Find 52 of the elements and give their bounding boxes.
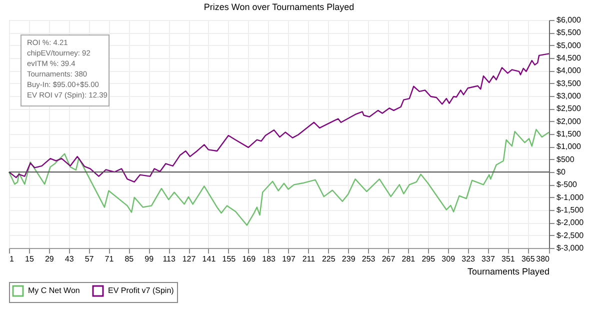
x-tick-label: 127	[182, 254, 196, 264]
y-tick-label: $3,500	[556, 78, 582, 88]
x-tick-label: 211	[302, 254, 316, 264]
x-tick-label: 57	[84, 254, 94, 264]
y-tick-label: $4,500	[556, 54, 582, 62]
x-tick-label: 141	[202, 254, 216, 264]
x-tick-label: 71	[104, 254, 114, 264]
x-tick-label: 113	[162, 254, 176, 264]
x-tick-label: 323	[462, 254, 476, 264]
x-tick-label: 43	[64, 254, 74, 264]
y-tick-label: $4,000	[556, 66, 582, 76]
y-tick-label: $-1,500	[556, 206, 584, 214]
x-axis-title: Tournaments Played	[467, 266, 550, 276]
x-tick-label: 225	[322, 254, 336, 264]
x-tick-label: 337	[482, 254, 496, 264]
x-tick-label: 197	[282, 254, 296, 264]
x-tick-label: 169	[242, 254, 256, 264]
x-tick-label: 15	[24, 254, 34, 264]
x-tick-label: 29	[44, 254, 54, 264]
y-tick-label: $6,000	[556, 16, 582, 24]
x-tick-label: 267	[382, 254, 396, 264]
x-tick-label: 281	[402, 254, 416, 264]
y-tick-label: $5,000	[556, 40, 582, 50]
y-tick-label: $-500	[556, 180, 578, 190]
x-tick-label: 183	[262, 254, 276, 264]
line-series	[8, 128, 550, 226]
x-tick-label: 351	[502, 254, 516, 264]
y-tick-label: $-2,000	[556, 218, 584, 228]
y-tick-label: $3,000	[556, 92, 582, 100]
x-tick-label: 380	[536, 254, 550, 264]
x-tick-label: 155	[222, 254, 236, 264]
x-tick-label: 295	[422, 254, 436, 264]
y-tick-label: $1,000	[556, 142, 582, 152]
x-tick-label: 1	[10, 254, 14, 264]
x-tick-label: 365	[521, 254, 536, 264]
y-tick-label: $2,000	[556, 116, 582, 126]
y-tick-label: $-3,000	[556, 244, 584, 252]
x-tick-label: 239	[342, 254, 356, 264]
y-tick-label: $0	[556, 168, 566, 176]
x-tick-label: 253	[362, 254, 376, 264]
y-tick-label: $5,500	[556, 28, 582, 38]
x-tick-label: 85	[124, 254, 134, 264]
y-tick-label: $-1,000	[556, 192, 584, 202]
x-tick-label: 99	[144, 254, 154, 264]
y-tick-label: $500	[556, 154, 575, 164]
y-tick-label: $-2,500	[556, 230, 584, 240]
legend-label: My C Net Won	[28, 286, 80, 295]
y-tick-label: $1,500	[556, 130, 582, 138]
x-tick-label: 309	[442, 254, 456, 264]
chart-title: Prizes Won over Tournaments Played	[204, 2, 354, 12]
y-tick-label: $2,500	[556, 104, 582, 114]
legend-label: EV Profit v7 (Spin)	[108, 286, 174, 295]
